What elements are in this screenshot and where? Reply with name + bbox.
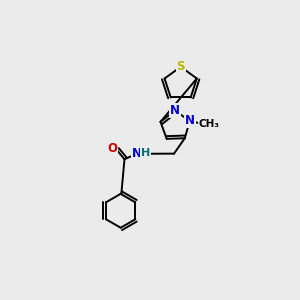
Text: H: H	[141, 148, 150, 158]
Text: CH₃: CH₃	[199, 119, 220, 129]
Text: O: O	[107, 142, 117, 155]
Text: N: N	[185, 114, 195, 127]
Text: N: N	[170, 104, 180, 117]
Text: S: S	[176, 60, 185, 73]
Text: N: N	[132, 147, 142, 160]
